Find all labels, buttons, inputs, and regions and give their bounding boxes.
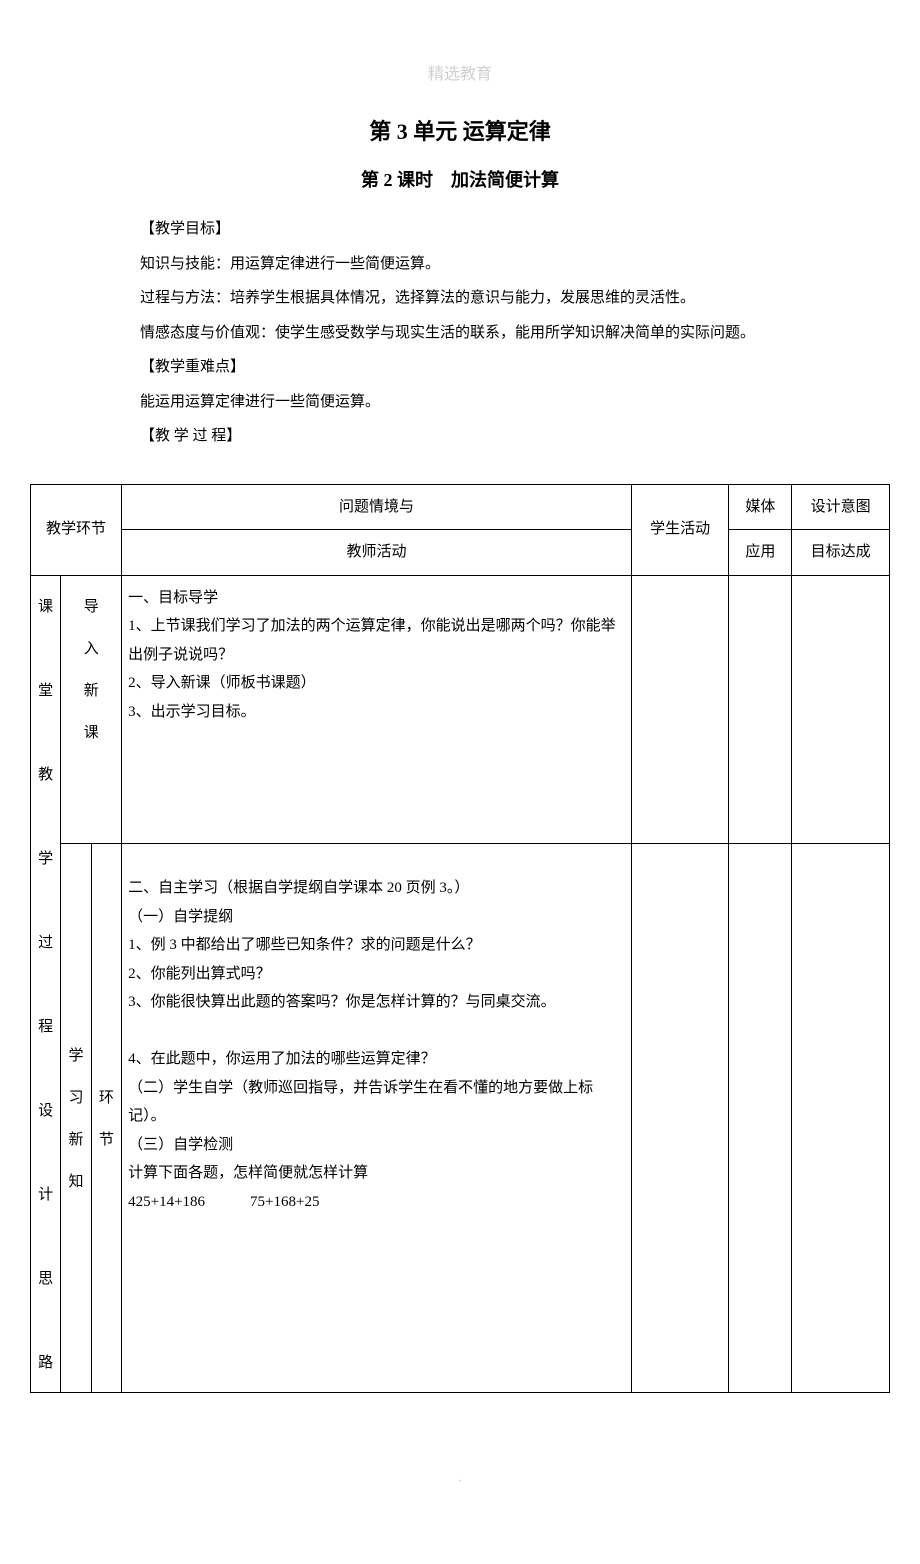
- knowledge-goal: 知识与技能：用运算定律进行一些简便运算。: [140, 247, 780, 282]
- header-design-line1: 设计意图: [792, 484, 890, 530]
- media-cell-1: [729, 575, 792, 844]
- sub-cell-2: 环节: [91, 844, 121, 1392]
- content-cell-1: 一、目标导学 1、上节课我们学习了加法的两个运算定律，你能说出是哪两个吗？你能举…: [122, 575, 632, 844]
- activity-cell-1: [631, 575, 729, 844]
- header-context-line1: 问题情境与: [122, 484, 632, 530]
- unit-title: 第 3 单元 运算定律: [30, 114, 890, 146]
- process-goal: 过程与方法：培养学生根据具体情况，选择算法的意识与能力，发展思维的灵活性。: [140, 281, 780, 316]
- table-row: 学习新知 环节 二、自主学习（根据自学提纲自学课本 20 页例 3。） （一）自…: [31, 844, 890, 1392]
- phase-cell-1: 导入新课: [61, 575, 122, 844]
- goals-label: 【教学目标】: [140, 212, 780, 247]
- header-media-line2: 应用: [729, 530, 792, 576]
- side-label-cell: 课堂教学过程设计思路: [31, 575, 61, 1392]
- process-label: 【教 学 过 程】: [140, 419, 780, 454]
- lesson-plan-table: 教学环节 问题情境与 学生活动 媒体 设计意图 教师活动 应用 目标达成 课堂教…: [30, 484, 890, 1393]
- difficulty-text: 能运用运算定律进行一些简便运算。: [140, 385, 780, 420]
- attitude-goal: 情感态度与价值观：使学生感受数学与现实生活的联系，能用所学知识解决简单的实际问题…: [140, 316, 780, 351]
- table-header-row: 教学环节 问题情境与 学生活动 媒体 设计意图: [31, 484, 890, 530]
- watermark-text: 精选教育: [30, 60, 890, 84]
- activity-cell-2: [631, 844, 729, 1392]
- phase-cell-2: 学习新知: [61, 844, 91, 1392]
- content-cell-2: 二、自主学习（根据自学提纲自学课本 20 页例 3。） （一）自学提纲 1、例 …: [122, 844, 632, 1392]
- header-design-line2: 目标达成: [792, 530, 890, 576]
- header-activity: 学生活动: [631, 484, 729, 575]
- design-cell-2: [792, 844, 890, 1392]
- header-media-line1: 媒体: [729, 484, 792, 530]
- difficulty-label: 【教学重难点】: [140, 350, 780, 385]
- footer-mark: .: [30, 1473, 890, 1484]
- table-row: 课堂教学过程设计思路 导入新课 一、目标导学 1、上节课我们学习了加法的两个运算…: [31, 575, 890, 844]
- design-cell-1: [792, 575, 890, 844]
- lesson-title: 第 2 课时 加法简便计算: [30, 166, 890, 192]
- header-context-line2: 教师活动: [122, 530, 632, 576]
- media-cell-2: [729, 844, 792, 1392]
- table-header-row-2: 教师活动 应用 目标达成: [31, 530, 890, 576]
- content-section: 【教学目标】 知识与技能：用运算定律进行一些简便运算。 过程与方法：培养学生根据…: [30, 212, 890, 454]
- header-phase: 教学环节: [31, 484, 122, 575]
